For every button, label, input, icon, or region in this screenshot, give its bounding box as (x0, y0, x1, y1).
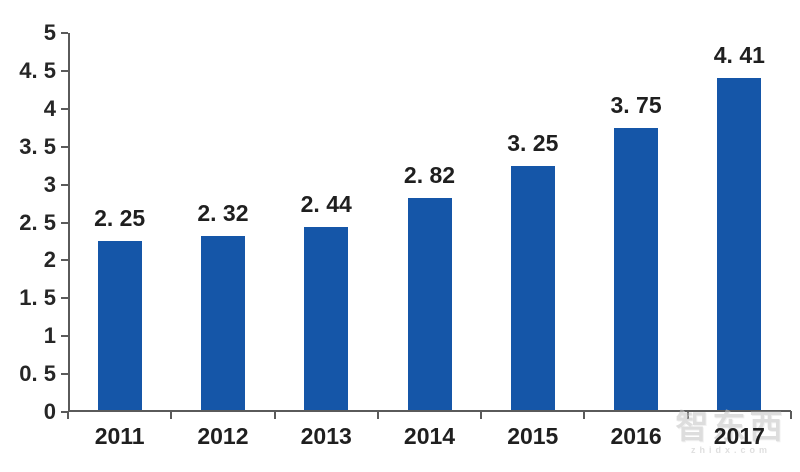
y-axis-tick-label: 1. 5 (19, 285, 56, 311)
x-axis-tick (583, 411, 586, 419)
x-axis-tick (686, 411, 689, 419)
x-axis-tick (480, 411, 483, 419)
x-axis-label-2012: 2012 (197, 423, 249, 449)
value-label-2013: 2. 44 (300, 191, 352, 218)
bar-2012 (200, 236, 245, 410)
x-axis-tick (170, 411, 173, 419)
x-axis-tick (376, 411, 379, 419)
y-axis-tick (61, 335, 68, 338)
value-label-2017: 4. 41 (713, 41, 765, 68)
y-axis-tick (61, 107, 68, 110)
y-axis-tick-label: 5 (43, 20, 56, 45)
value-label-2015: 3. 25 (507, 129, 559, 156)
x-axis-label-2017: 2017 (713, 423, 765, 449)
value-label-2012: 2. 32 (197, 200, 249, 227)
bar-2016 (614, 127, 659, 410)
x-axis-label-2013: 2013 (300, 423, 352, 449)
x-axis-label-2011: 2011 (94, 423, 145, 449)
y-axis-tick-label: 2 (43, 247, 56, 273)
y-axis-tick (61, 32, 68, 34)
bar-2011 (97, 241, 142, 410)
value-label-2011: 2. 25 (94, 205, 146, 232)
y-axis-tick (61, 69, 68, 72)
value-label-2014: 2. 82 (403, 162, 456, 189)
y-axis-tick (61, 221, 68, 224)
y-axis-tick (61, 259, 68, 262)
bar-2013 (304, 227, 349, 410)
x-axis-label-2015: 2015 (507, 423, 559, 449)
y-axis-tick (61, 411, 68, 413)
plot-area (68, 33, 791, 412)
x-axis-tick (67, 411, 69, 419)
x-axis-tick (790, 411, 792, 419)
y-axis-tick (61, 373, 68, 376)
x-axis-label-2014: 2014 (403, 423, 456, 449)
y-axis-tick (61, 297, 68, 300)
y-axis-tick-label: 1 (43, 323, 56, 349)
bar-2015 (510, 165, 555, 410)
value-label-2016: 3. 75 (610, 91, 662, 118)
bar-2014 (407, 198, 452, 410)
y-axis-tick-label: 3. 5 (19, 133, 56, 159)
y-axis-tick-label: 2. 5 (19, 209, 56, 235)
y-axis-tick-label: 0. 5 (19, 361, 56, 387)
y-axis-tick (61, 183, 68, 186)
x-axis-tick (273, 411, 276, 419)
y-axis-tick (61, 145, 68, 148)
y-axis-tick-label: 0 (43, 399, 56, 424)
y-axis-tick-label: 3 (43, 171, 56, 197)
y-axis-tick-label: 4 (43, 95, 56, 121)
y-axis-tick-label: 4. 5 (19, 57, 56, 83)
x-axis-label-2016: 2016 (610, 423, 662, 449)
bar-2017 (717, 77, 762, 410)
